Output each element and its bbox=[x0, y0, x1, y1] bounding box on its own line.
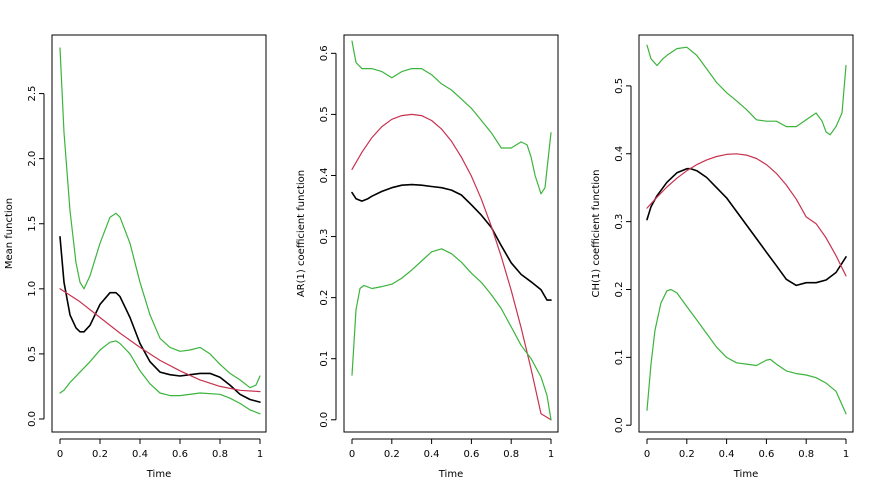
series-upper-band bbox=[59, 47, 261, 389]
y-tick-label: 0.5 bbox=[27, 346, 38, 362]
series-true-function bbox=[351, 113, 552, 421]
y-tick-label: 0.6 bbox=[319, 45, 330, 61]
x-tick-label: 0.4 bbox=[719, 449, 735, 460]
y-tick-label: 0.4 bbox=[614, 146, 625, 162]
x-tick-label: 1 bbox=[843, 449, 849, 460]
plot-frame bbox=[638, 34, 854, 433]
y-tick-label: 0.4 bbox=[319, 168, 330, 184]
panel-3: 0 0.2 0.4 0.6 0.8 1 0.0 0.1 0.2 0.3 0.4 0.5 Time CH(1… bbox=[591, 34, 854, 480]
series-upper-band bbox=[646, 44, 847, 136]
x-tick-label: 0.2 bbox=[92, 449, 108, 460]
y-tick-label: 0.1 bbox=[319, 351, 330, 367]
y-axis-title: AR(1) coefficient function bbox=[296, 170, 307, 297]
panel-2: 0 0.2 0.4 0.6 0.8 10.00.10.20.30.40.50.6TimeA… bbox=[296, 34, 559, 480]
x-tick-label: 0.8 bbox=[212, 449, 228, 460]
x-axis-title: Time bbox=[733, 469, 758, 480]
y-tick-label: 0.2 bbox=[614, 282, 625, 298]
plot-frame bbox=[343, 34, 559, 433]
y-tick-label: 0.3 bbox=[614, 214, 625, 230]
x-tick-label: 0 bbox=[57, 449, 63, 460]
x-tick-label: 0 bbox=[644, 449, 650, 460]
y-tick-label: 1.5 bbox=[27, 216, 38, 232]
series-true-function bbox=[646, 153, 847, 277]
y-tick-label: 2.0 bbox=[27, 151, 38, 167]
x-tick-label: 0.6 bbox=[758, 449, 774, 460]
series-estimate bbox=[646, 167, 847, 287]
x-tick-label: 0.6 bbox=[463, 449, 479, 460]
y-axis-title: Mean function bbox=[4, 198, 15, 269]
x-tick-label: 0 bbox=[349, 449, 355, 460]
x-tick-label: 1 bbox=[548, 449, 554, 460]
x-axis-title: Time bbox=[438, 469, 463, 480]
series-lower-band bbox=[646, 288, 847, 415]
y-tick-label: 2.5 bbox=[27, 86, 38, 102]
y-tick-label: 1.0 bbox=[27, 281, 38, 297]
x-tick-label: 0.4 bbox=[424, 449, 440, 460]
x-tick-label: 0.2 bbox=[679, 449, 695, 460]
x-tick-label: 0.8 bbox=[503, 449, 519, 460]
y-tick-label: 0.0 bbox=[27, 411, 38, 427]
y-tick-label: 0.0 bbox=[319, 412, 330, 428]
y-tick-label: 0.1 bbox=[614, 349, 625, 365]
series-true-function bbox=[59, 288, 261, 393]
y-tick-label: 0.3 bbox=[319, 229, 330, 245]
series-estimate bbox=[351, 183, 552, 301]
panel-1: 0 0.2 0.4 0.6 0.8 1 0.0 0.5 1.0 1.5 2.0 2.5 Time Mean… bbox=[4, 34, 267, 480]
x-axis-title: Time bbox=[146, 469, 171, 480]
plot-frame bbox=[51, 34, 267, 433]
y-tick-label: 0.2 bbox=[319, 290, 330, 306]
series-lower-band bbox=[351, 248, 552, 421]
y-axis-title: CH(1) coefficient function bbox=[591, 170, 602, 298]
y-tick-label: 0.0 bbox=[614, 417, 625, 433]
series-lower-band bbox=[59, 340, 261, 415]
x-tick-label: 0.4 bbox=[132, 449, 148, 460]
series-estimate bbox=[59, 236, 261, 403]
y-tick-label: 0.5 bbox=[319, 106, 330, 122]
x-tick-label: 0.8 bbox=[798, 449, 814, 460]
x-tick-label: 0.2 bbox=[384, 449, 400, 460]
y-tick-label: 0.5 bbox=[614, 78, 625, 94]
series-upper-band bbox=[351, 40, 552, 195]
x-tick-label: 0.6 bbox=[172, 449, 188, 460]
x-tick-label: 1 bbox=[257, 449, 263, 460]
